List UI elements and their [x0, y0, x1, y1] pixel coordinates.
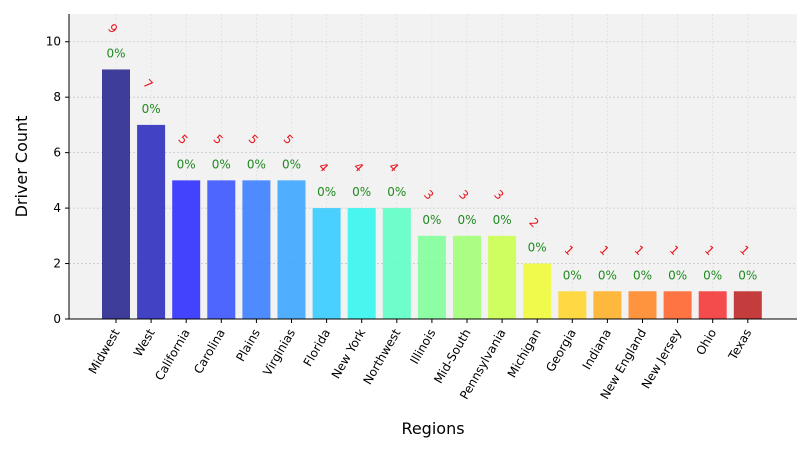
y-axis-title: Driver Count — [12, 116, 31, 218]
percent-label: 0% — [352, 185, 371, 199]
y-ticks-group: 0 2 4 6 8 10 — [46, 35, 69, 326]
percent-label: 0% — [247, 157, 266, 171]
percent-labels-group: 0% 0% 0% 0% 0% 0% 0% 0% 0% 0% 0% 0% 0% 0% 0% 0% 0% 0% 0% — [106, 46, 757, 282]
bar-california — [172, 180, 201, 319]
y-tick-label: 6 — [53, 146, 61, 160]
percent-label: 0% — [528, 241, 547, 255]
percent-label: 0% — [317, 185, 336, 199]
percent-label: 0% — [703, 268, 722, 282]
x-tick-label: Midwest — [86, 326, 123, 376]
percent-label: 0% — [563, 268, 582, 282]
x-tick-label: Carolina — [191, 327, 228, 377]
y-tick-label: 10 — [46, 35, 61, 49]
percent-label: 0% — [282, 157, 301, 171]
bar-carolina — [207, 180, 236, 319]
x-tick-label: Michigan — [505, 327, 544, 381]
percent-label: 0% — [212, 157, 231, 171]
x-tick-label: Georgia — [543, 327, 579, 375]
x-tick-label: West — [131, 326, 158, 359]
percent-label: 0% — [598, 268, 617, 282]
x-axis-title: Regions — [401, 419, 464, 438]
x-tick-label: Florida — [301, 327, 334, 369]
x-tick-label: Ohio — [693, 327, 719, 358]
x-tick-label: New York — [329, 326, 369, 381]
bar-pennsylvania — [488, 235, 517, 319]
x-tick-label: Virginias — [260, 327, 298, 379]
percent-label: 0% — [738, 268, 757, 282]
bar-michigan — [523, 263, 552, 319]
bar-virginias — [277, 180, 306, 319]
percent-label: 0% — [177, 157, 196, 171]
bars-group — [102, 69, 762, 319]
bar-georgia — [558, 291, 587, 319]
y-tick-label: 8 — [53, 90, 61, 104]
percent-label: 0% — [142, 102, 161, 116]
x-tick-label: California — [152, 327, 193, 383]
bar-indiana — [593, 291, 622, 319]
bar-new-york — [347, 208, 376, 319]
bar-northwest — [382, 208, 411, 319]
percent-label: 0% — [457, 213, 476, 227]
bar-plains — [242, 180, 271, 319]
percent-label: 0% — [668, 268, 687, 282]
bar-new-jersey — [663, 291, 692, 319]
percent-label: 0% — [387, 185, 406, 199]
axes — [68, 14, 797, 320]
percent-label: 0% — [493, 213, 512, 227]
y-tick-label: 0 — [53, 312, 61, 326]
bar-illinois — [417, 235, 446, 319]
x-tick-label: Indiana — [580, 327, 614, 372]
x-tick-label: Texas — [725, 327, 754, 364]
bar-mid-south — [453, 235, 481, 319]
x-tick-label: Illinois — [407, 327, 438, 367]
percent-label: 0% — [106, 46, 125, 60]
bar-ohio — [698, 291, 727, 319]
y-tick-label: 2 — [53, 257, 61, 271]
y-tick-label: 4 — [53, 201, 61, 215]
bar-west — [137, 124, 166, 319]
percent-label: 0% — [422, 213, 441, 227]
percent-label: 0% — [633, 268, 652, 282]
bar-florida — [312, 208, 341, 319]
x-tick-label: Plains — [233, 327, 263, 364]
bar-texas — [733, 291, 762, 319]
bar-new-england — [628, 291, 657, 319]
bar-midwest — [102, 69, 130, 319]
